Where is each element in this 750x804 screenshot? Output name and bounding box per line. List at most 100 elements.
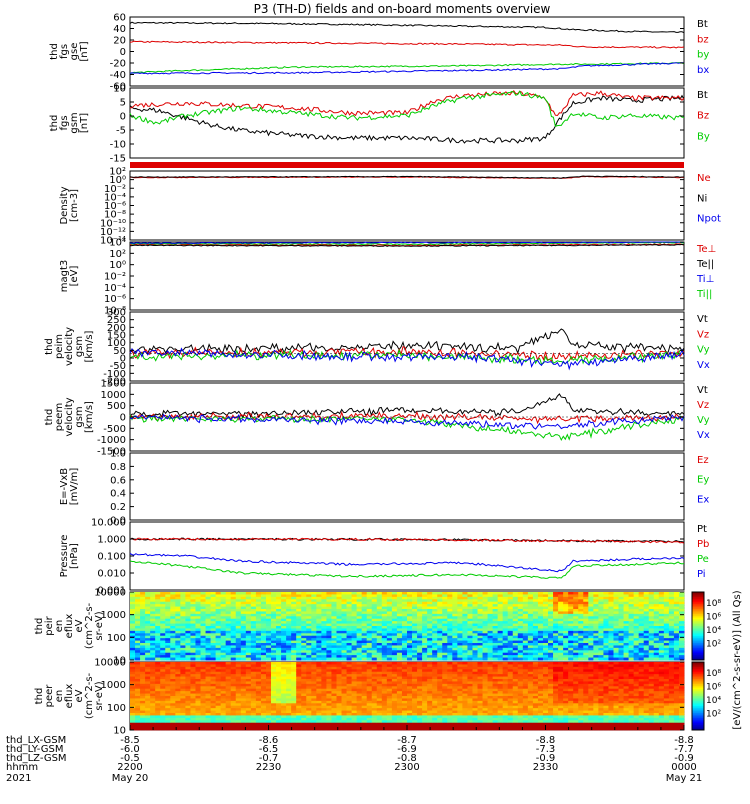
- heatmap-cell: [619, 621, 624, 624]
- heatmap-cell: [357, 628, 362, 631]
- heatmap-cell: [150, 648, 155, 651]
- heatmap-cell: [568, 604, 573, 607]
- heatmap-cell: [508, 621, 513, 624]
- heatmap-cell: [190, 636, 195, 639]
- heatmap-cell: [362, 602, 367, 605]
- heatmap-cell: [498, 619, 503, 622]
- heatmap-cell: [412, 621, 417, 624]
- heatmap-cell: [488, 641, 493, 644]
- heatmap-cell: [588, 638, 593, 641]
- heatmap-cell: [397, 599, 402, 602]
- heatmap-cell: [639, 602, 644, 605]
- heatmap-cell: [367, 653, 372, 656]
- heatmap-cell: [195, 633, 200, 636]
- heatmap-cell: [352, 672, 357, 675]
- heatmap-cell: [160, 636, 165, 639]
- heatmap-cell: [155, 594, 160, 597]
- heatmap-cell: [306, 628, 311, 631]
- heatmap-cell: [216, 594, 221, 597]
- heatmap-cell: [347, 621, 352, 624]
- heatmap-cell: [629, 621, 634, 624]
- heatmap-cell: [367, 677, 372, 680]
- heatmap-cell: [195, 696, 200, 699]
- heatmap-cell: [195, 645, 200, 648]
- heatmap-cell: [397, 648, 402, 651]
- heatmap-cell: [331, 715, 336, 718]
- heatmap-cell: [221, 597, 226, 600]
- heatmap-cell: [246, 689, 251, 692]
- heatmap-cell: [669, 602, 674, 605]
- heatmap-cell: [296, 691, 301, 694]
- heatmap-cell: [508, 631, 513, 634]
- heatmap-cell: [442, 602, 447, 605]
- heatmap-cell: [201, 706, 206, 709]
- heatmap-cell: [195, 703, 200, 706]
- heatmap-cell: [543, 638, 548, 641]
- heatmap-cell: [503, 599, 508, 602]
- heatmap-cell: [170, 674, 175, 677]
- heatmap-cell: [236, 672, 241, 675]
- heatmap-cell: [306, 708, 311, 711]
- heatmap-cell: [563, 645, 568, 648]
- heatmap-cell: [336, 631, 341, 634]
- heatmap-cell: [538, 621, 543, 624]
- heatmap-cell: [170, 607, 175, 610]
- heatmap-cell: [135, 594, 140, 597]
- heatmap-cell: [236, 662, 241, 665]
- heatmap-cell: [427, 626, 432, 629]
- heatmap-cell: [336, 604, 341, 607]
- heatmap-cell: [669, 607, 674, 610]
- heatmap-cell: [266, 677, 271, 680]
- heatmap-cell: [412, 592, 417, 595]
- heatmap-cell: [467, 592, 472, 595]
- heatmap-cell: [528, 653, 533, 656]
- heatmap-cell: [543, 655, 548, 658]
- heatmap-cell: [326, 681, 331, 684]
- heatmap-cell: [553, 614, 558, 617]
- heatmap-cell: [226, 655, 231, 658]
- heatmap-cell: [372, 681, 377, 684]
- heatmap-cell: [170, 689, 175, 692]
- heatmap-cell: [170, 720, 175, 723]
- heatmap-cell: [593, 650, 598, 653]
- heatmap-cell: [246, 650, 251, 653]
- heatmap-cell: [256, 718, 261, 721]
- heatmap-cell: [387, 696, 392, 699]
- heatmap-cell: [397, 696, 402, 699]
- heatmap-cell: [347, 708, 352, 711]
- heatmap-cell: [593, 653, 598, 656]
- heatmap-cell: [397, 684, 402, 687]
- heatmap-cell: [367, 686, 372, 689]
- heatmap-cell: [478, 628, 483, 631]
- heatmap-cell: [583, 648, 588, 651]
- heatmap-cell: [226, 602, 231, 605]
- heatmap-cell: [321, 672, 326, 675]
- heatmap-cell: [538, 628, 543, 631]
- heatmap-cell: [377, 677, 382, 680]
- heatmap-cell: [231, 720, 236, 723]
- heatmap-cell: [306, 662, 311, 665]
- heatmap-cell: [367, 715, 372, 718]
- heatmap-cell: [397, 645, 402, 648]
- heatmap-cell: [608, 626, 613, 629]
- heatmap-cell: [538, 655, 543, 658]
- heatmap-cell: [644, 616, 649, 619]
- heatmap-cell: [553, 607, 558, 610]
- heatmap-cell: [201, 631, 206, 634]
- heatmap-cell: [321, 708, 326, 711]
- heatmap-cell: [211, 602, 216, 605]
- heatmap-cell: [493, 607, 498, 610]
- heatmap-cell: [392, 636, 397, 639]
- heatmap-cell: [316, 725, 321, 728]
- heatmap-cell: [321, 667, 326, 670]
- heatmap-cell: [221, 599, 226, 602]
- heatmap-cell: [503, 650, 508, 653]
- heatmap-cell: [472, 594, 477, 597]
- heatmap-cell: [382, 684, 387, 687]
- y-axis-label: [km/s]: [84, 330, 95, 362]
- heatmap-cell: [226, 604, 231, 607]
- heatmap-cell: [392, 641, 397, 644]
- heatmap-cell: [472, 631, 477, 634]
- heatmap-cell: [211, 711, 216, 714]
- heatmap-cell: [165, 631, 170, 634]
